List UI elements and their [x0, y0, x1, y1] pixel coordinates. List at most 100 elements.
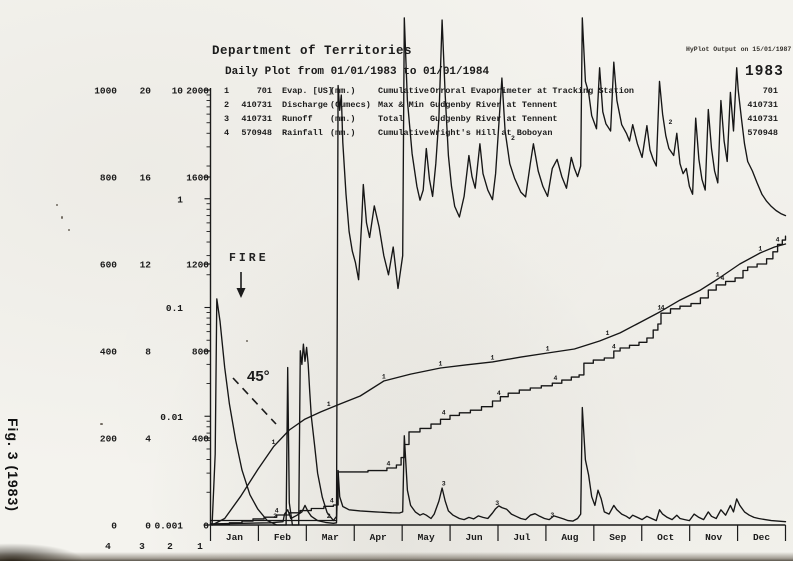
curve-marker-3: 3 [550, 512, 554, 519]
annotation-shapes [232, 272, 277, 425]
curve-marker-3: 3 [442, 481, 446, 488]
curve-marker-2: 2 [327, 513, 331, 520]
legend-variable-name: Evap. [US] [282, 86, 334, 96]
curve-marker-1: 1 [272, 439, 276, 446]
scan-edge-shadow [0, 552, 793, 561]
legend-statistic: Max & Min [378, 100, 424, 110]
y-axis-tick-label: 10 [172, 86, 184, 97]
month-label: Jul [513, 532, 530, 543]
fire-arrow-head [236, 288, 246, 298]
y-axis-tick-label: 1 [177, 194, 183, 205]
curve-marker-1: 1 [439, 360, 443, 367]
legend-unit: (mm.) [330, 128, 356, 138]
curve-marker-2: 2 [273, 513, 277, 520]
legend-site-name: Orroral Evaporimeter at Tracking Station [430, 86, 635, 96]
month-label: Sep [609, 532, 626, 543]
y-axis-tick-label: 0 [203, 521, 209, 532]
curve-marker-4: 4 [275, 507, 279, 514]
legend-statistic: Cumulative [378, 128, 430, 138]
curve-runoff_total [209, 406, 787, 525]
curve-marker-4: 4 [554, 375, 558, 382]
y-axis-tick-label: 0 [145, 521, 151, 532]
legend-station-number: 410731 [241, 114, 272, 124]
month-label: Jan [226, 532, 243, 543]
scan-speck [246, 340, 248, 342]
legend-unit: (mm.) [330, 114, 356, 124]
month-label: Aug [561, 532, 578, 543]
legend-station-number-right: 570948 [747, 128, 778, 138]
curve-marker-1: 1 [382, 374, 386, 381]
curve-marker-4: 4 [776, 236, 780, 243]
legend-curve-number: 1 [224, 86, 230, 96]
curve-rainfall_cumulative [209, 235, 787, 525]
scan-speck [100, 423, 103, 425]
curve-marker-1: 1 [327, 401, 331, 408]
y-axis-tick-label: 0.1 [166, 303, 183, 314]
curve-marker-4: 4 [661, 304, 665, 311]
legend-statistic: Cumulative [378, 86, 430, 96]
curve-marker-4: 4 [330, 497, 334, 504]
axis-curve-number: 1 [197, 541, 203, 552]
y-axis-tick-label: 800 [192, 347, 209, 358]
y-axis-tick-label: 400 [192, 434, 209, 445]
legend-curve-number: 3 [224, 114, 230, 124]
legend-curve-number: 4 [224, 128, 230, 138]
curve-marker-3: 3 [495, 500, 499, 507]
month-label: Apr [370, 532, 387, 543]
y-axis-tick-label: 4 [145, 434, 151, 445]
curve-evap_cumulative [211, 243, 787, 526]
year-label: 1983 [745, 64, 784, 80]
curve-marker-1: 1 [606, 330, 610, 337]
curve-marker-2: 2 [511, 135, 515, 142]
curve-marker-1: 1 [716, 272, 720, 279]
axis-curve-number: 3 [139, 541, 145, 552]
scan-speck [56, 204, 58, 206]
curve-marker-1: 1 [758, 245, 762, 252]
month-label: May [418, 532, 435, 543]
curve-marker-4: 4 [387, 461, 391, 468]
y-axis-tick-label: 8 [145, 347, 151, 358]
y-axis-tick-label: 200 [100, 434, 117, 445]
legend-station-number-right: 410731 [747, 100, 778, 110]
y-axis-tick-label: 1200 [186, 260, 209, 271]
legend-station-number: 701 [256, 86, 272, 96]
y-axis-tick-label: 2000 [186, 86, 209, 97]
month-label: Mar [322, 532, 339, 543]
plot-subtitle: Daily Plot from 01/01/1983 to 01/01/1984 [225, 66, 490, 78]
month-label: Nov [705, 532, 722, 543]
legend-row: 4 570948 Rainfall (mm.) Cumulative Wright's H… [0, 128, 793, 140]
legend-site-name: Gudgenby River at Tennent [430, 114, 558, 124]
y-axis-tick-label: 0 [111, 521, 117, 532]
curve-marker-1: 1 [491, 354, 495, 361]
legend-variable-name: Discharge [282, 100, 328, 110]
output-note: HyPlot Output on 15/01/1987 [686, 46, 792, 53]
curve-marker-4: 4 [442, 410, 446, 417]
axis-curve-number: 4 [105, 541, 111, 552]
scan-speck [61, 216, 63, 219]
month-label: Dec [753, 532, 770, 543]
legend-site-name: Wright's Hill at Boboyan [430, 128, 553, 138]
curve-marker-4: 4 [497, 390, 501, 397]
y-axis-tick-label: 400 [100, 347, 117, 358]
curve-marker-2: 2 [669, 119, 673, 126]
y-axis-tick-label: 16 [140, 173, 152, 184]
legend-row: 1 701 Evap. [US] (mm.) Cumulative Orroral Eva… [0, 86, 793, 98]
legend-row: 3 410731 Runoff (mm.) Total Gudgenby River at… [0, 114, 793, 126]
legend-statistic: Total [378, 114, 404, 124]
curve-marker-4: 4 [612, 344, 616, 351]
legend-station-number-right: 701 [762, 86, 778, 96]
y-axis-tick-label: 0.001 [154, 521, 183, 532]
month-label: Feb [274, 532, 291, 543]
curve-marker-4: 4 [721, 275, 725, 282]
figure-caption: Fig. 3 (1983) [5, 418, 21, 512]
y-axis-tick-label: 20 [140, 86, 152, 97]
legend-unit: (Cumecs) [330, 100, 371, 110]
curve-discharge_max [211, 17, 787, 526]
month-label: Jun [465, 532, 482, 543]
curve-marker-1: 1 [658, 305, 662, 312]
y-axis-tick-label: 1600 [186, 173, 209, 184]
scan-speck [68, 229, 70, 231]
legend-station-number-right: 410731 [747, 114, 778, 124]
legend-site-name: Gudgenby River at Tennent [430, 100, 558, 110]
